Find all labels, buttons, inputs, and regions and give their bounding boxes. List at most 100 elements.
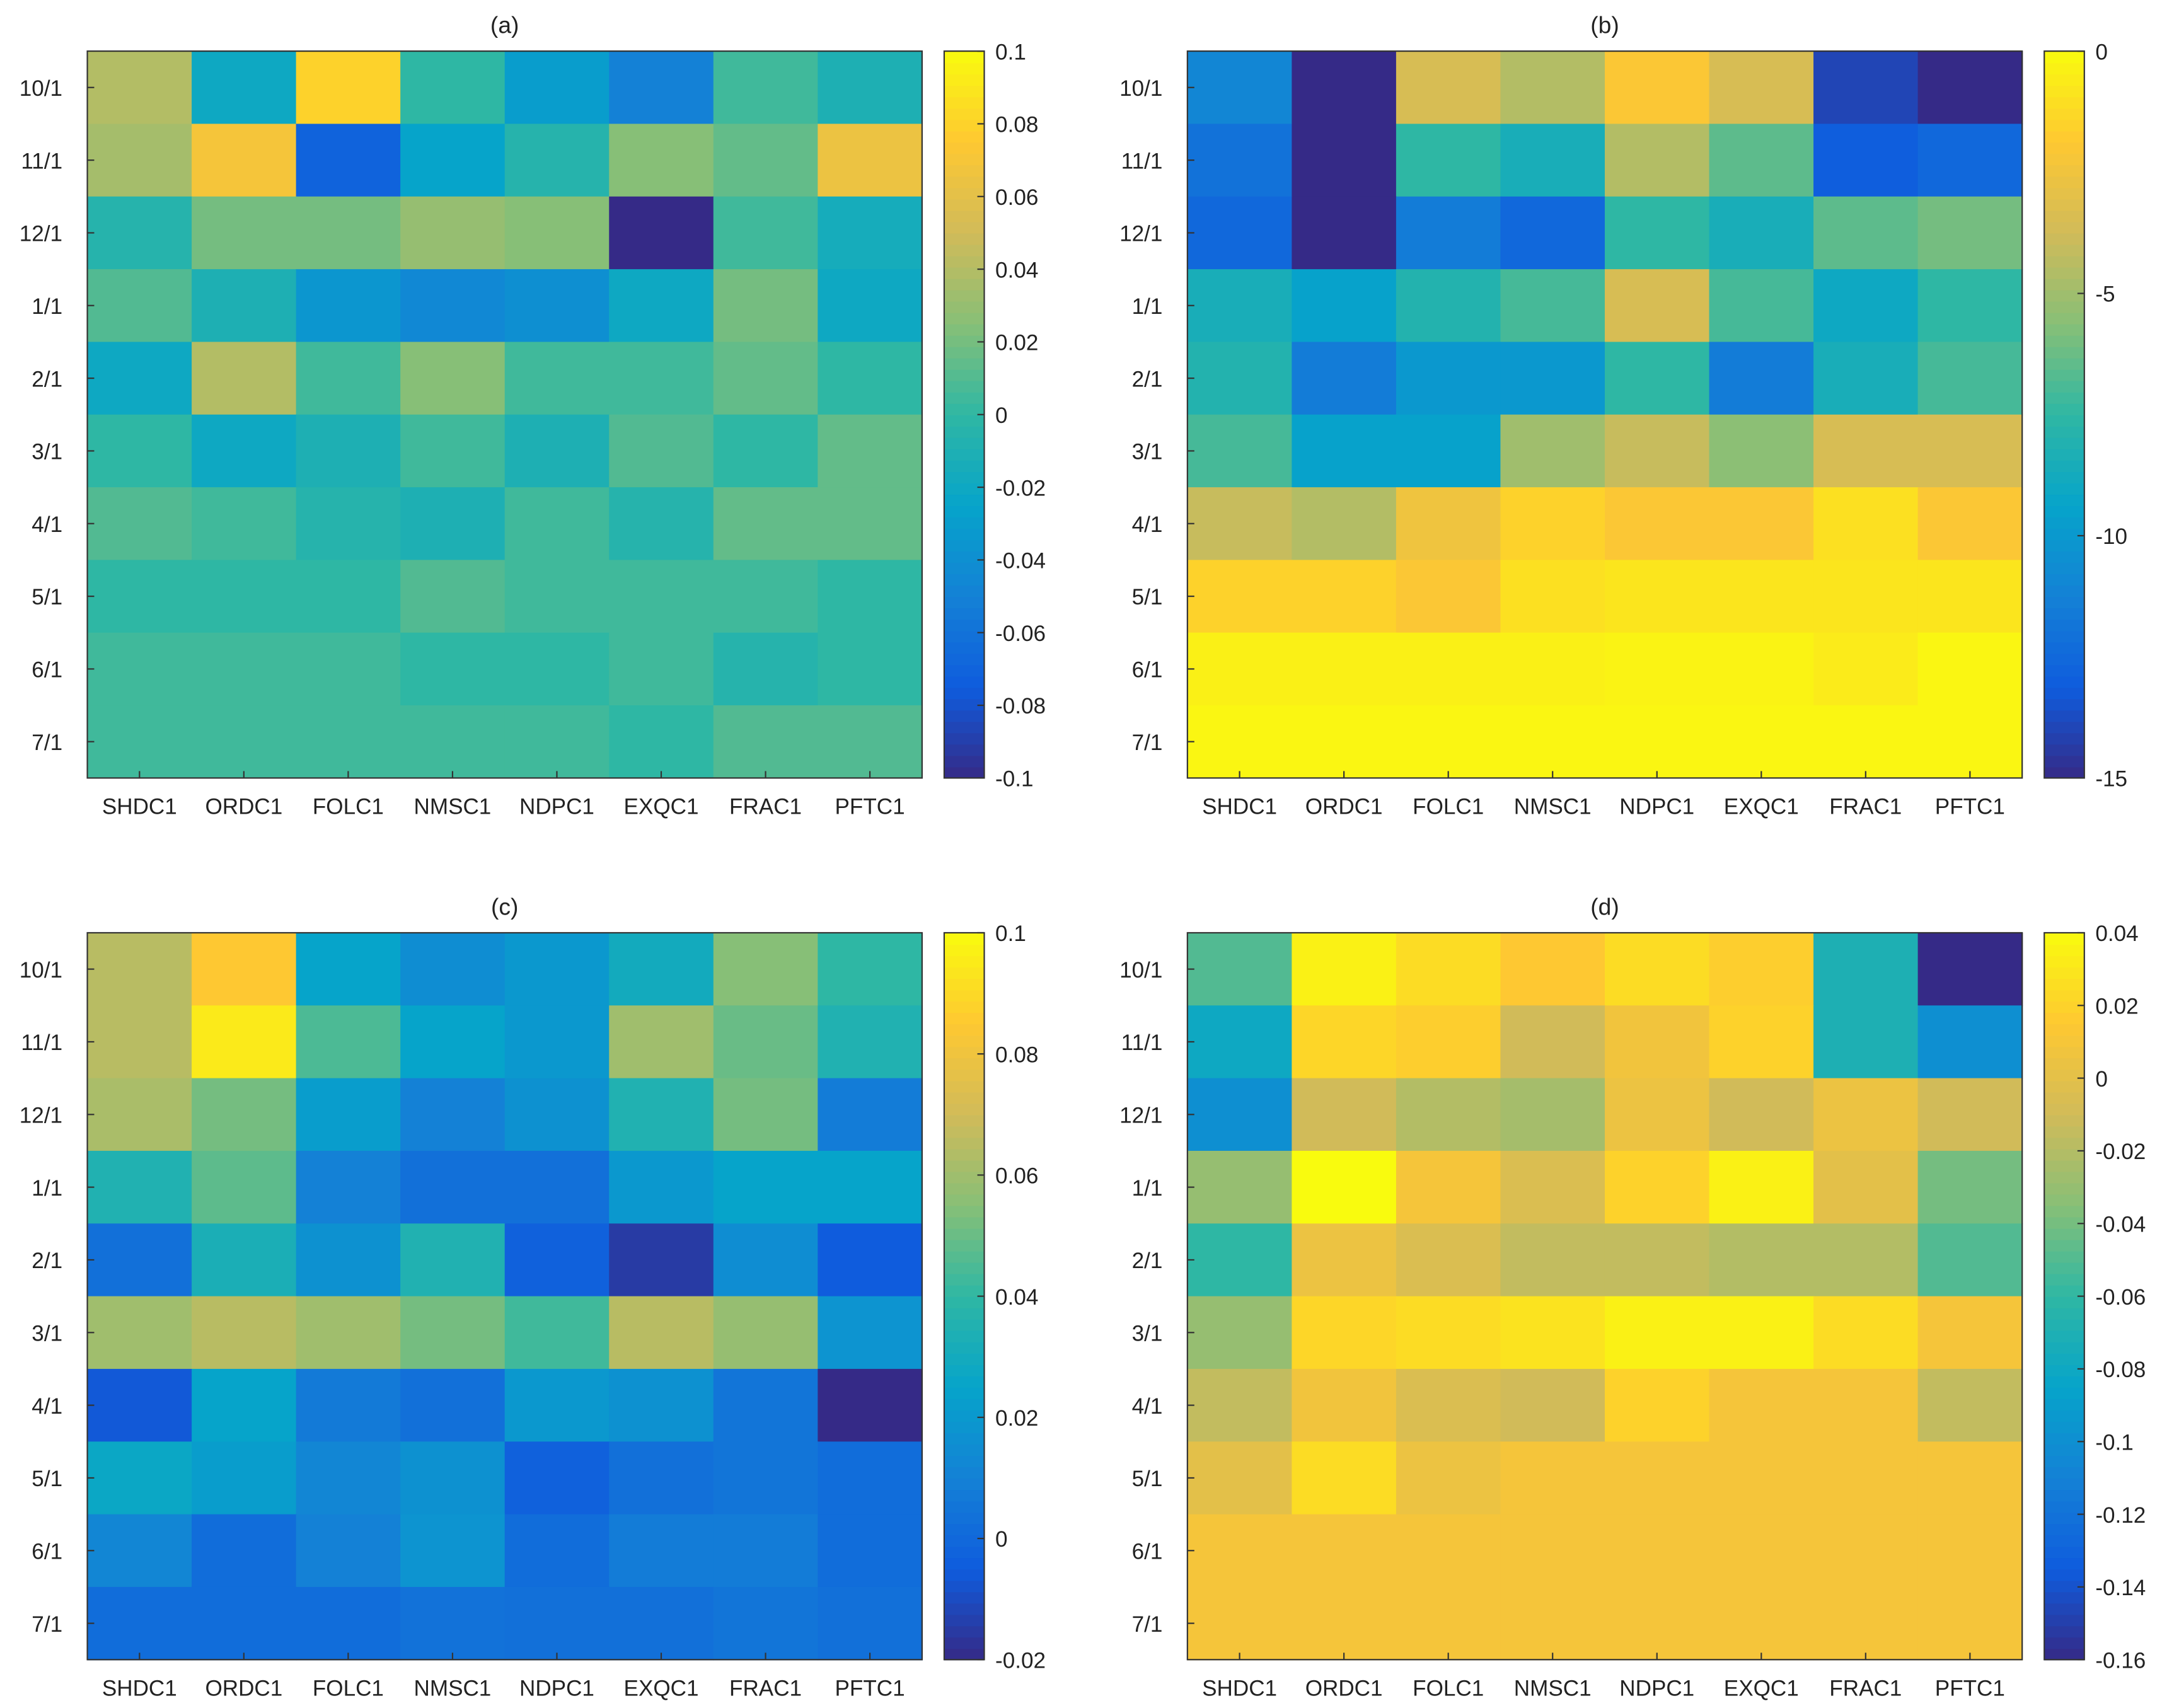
colorbar-segment [2044,1126,2084,1138]
colorbar-segment [2044,85,2084,98]
panel-title: (c) [491,893,518,920]
y-tick-label: 3/1 [32,1321,62,1346]
heatmap-cell [192,560,297,633]
colorbar-segment [944,619,985,632]
heatmap-cell [504,51,610,125]
colorbar-segment [944,1466,985,1479]
heatmap-cell [504,1150,610,1225]
heatmap-cell [192,632,297,707]
x-tick-label: FOLC1 [1413,1676,1484,1700]
colorbar-segment [2044,278,2084,291]
colorbar-segment [944,1580,985,1593]
heatmap-cell [1187,632,1293,707]
heatmap-cell [1813,414,1919,488]
heatmap-cell [504,196,610,270]
colorbar-segment [944,1035,985,1047]
heatmap-cell [1709,1150,1815,1225]
heatmap-cell [1292,1441,1397,1515]
heatmap-cell [400,632,506,707]
heatmap-cell [1917,1368,2023,1443]
heatmap-cell [504,414,610,488]
y-tick-label: 1/1 [1132,294,1163,319]
colorbar-segment [2044,255,2084,268]
heatmap-cell [818,196,923,270]
heatmap-cell [1500,1223,1606,1297]
colorbar-segment [944,1535,985,1547]
colorbar-tick-label: -0.1 [995,767,1033,792]
colorbar-segment [2044,1148,2084,1161]
colorbar-segment [944,664,985,677]
colorbar-segment [944,1614,985,1627]
heatmap-cell [1396,560,1501,633]
y-tick-label: 2/1 [32,367,62,391]
y-tick-label: 2/1 [1132,1249,1163,1273]
heatmap-cell [1813,1223,1919,1297]
heatmap-cell [296,1586,402,1661]
heatmap-cell [609,196,714,270]
colorbar-segment [944,153,985,166]
heatmap-cell [1709,560,1815,633]
colorbar-segment [944,698,985,711]
heatmap-cell [1709,414,1815,488]
heatmap-cell [1917,1005,2023,1079]
heatmap-cell [87,705,193,779]
colorbar-segment [2044,596,2084,609]
colorbar-tick-label: -0.1 [2095,1430,2133,1455]
colorbar-segment [944,1126,985,1138]
heatmap-cell [296,1296,402,1370]
heatmap-cell [1604,51,1710,125]
heatmap-cell [1500,51,1606,125]
heatmap-cell [504,1586,610,1661]
y-tick-label: 1/1 [1132,1176,1163,1201]
heatmap-cell [818,632,923,707]
colorbar-segment [944,1273,985,1286]
colorbar-segment [944,1648,985,1661]
colorbar-segment [2044,1511,2084,1525]
plot-frame [86,932,923,1661]
y-tick-label: 5/1 [32,585,62,609]
heatmap-cell [400,487,506,561]
heatmap-cell [296,705,402,779]
colorbar-segment [2044,539,2084,552]
heatmap-cell [1292,1150,1397,1225]
colorbar-segment [2044,1546,2084,1559]
colorbar-segment [2044,1012,2084,1025]
colorbar-tick-label: 0 [2095,40,2108,64]
colorbar-tick-label: 0.04 [995,258,1038,282]
heatmap-cell [192,1441,297,1515]
heatmap-cell [192,1368,297,1443]
x-tick-label: SHDC1 [102,1676,177,1700]
colorbar-segment [2044,585,2084,597]
heatmap-cell [1396,124,1501,197]
colorbar-segment [2044,551,2084,563]
colorbar-segment [944,1171,985,1184]
colorbar-segment [2044,1603,2084,1615]
heatmap-cell [1917,196,2023,270]
heatmap-cell [1709,51,1815,125]
heatmap-cell [192,1005,297,1079]
heatmap-cell [1917,124,2023,197]
heatmap-cell [1396,269,1501,343]
heatmap-cell [1604,1514,1710,1588]
colorbar-segment [944,585,985,597]
heatmap-cell [1813,342,1919,415]
heatmap-cell [818,414,923,488]
heatmap-cell [1292,124,1397,197]
heatmap-cell [504,1005,610,1079]
heatmap-cell [296,1368,402,1443]
colorbar-tick-label: 0.08 [995,1042,1038,1067]
colorbar-segment [2044,187,2084,200]
heatmap-cell [609,560,714,633]
heatmap-cell [87,1150,193,1225]
heatmap-cell [1396,51,1501,125]
heatmap-cell [87,1223,193,1297]
heatmap-cell [400,342,506,415]
heatmap-cell [1187,51,1293,125]
colorbar-segment [944,1591,985,1604]
heatmap-cell [192,487,297,561]
colorbar-segment [944,1489,985,1502]
colorbar-segment [2044,653,2084,666]
heatmap-cell [1813,1078,1919,1152]
heatmap-cell [1500,705,1606,779]
